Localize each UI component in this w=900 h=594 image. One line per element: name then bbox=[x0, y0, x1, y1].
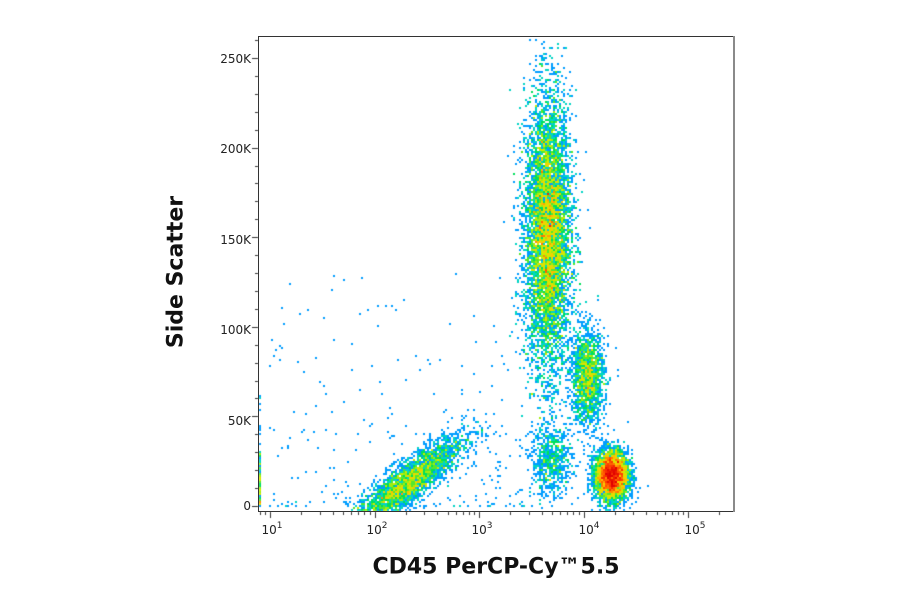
y-tick-label: 100K bbox=[220, 323, 251, 337]
y-axis-label: Side Scatter bbox=[163, 195, 189, 349]
x-axis-label: CD45 PerCP-Cy™5.5 bbox=[372, 554, 620, 580]
x-tick-label: 105 bbox=[684, 521, 706, 537]
x-tick-label: 102 bbox=[366, 521, 388, 537]
x-tick-label: 104 bbox=[578, 521, 600, 537]
y-tick-label: 0 bbox=[243, 499, 251, 513]
y-tick-label: 200K bbox=[220, 142, 251, 156]
y-tick-label: 50K bbox=[227, 414, 251, 428]
x-tick-label: 101 bbox=[261, 521, 283, 537]
y-tick-label: 150K bbox=[220, 233, 251, 247]
x-tick-label: 103 bbox=[471, 521, 493, 537]
y-tick-label: 250K bbox=[220, 52, 251, 66]
plot-frame-right-edge bbox=[733, 36, 735, 512]
